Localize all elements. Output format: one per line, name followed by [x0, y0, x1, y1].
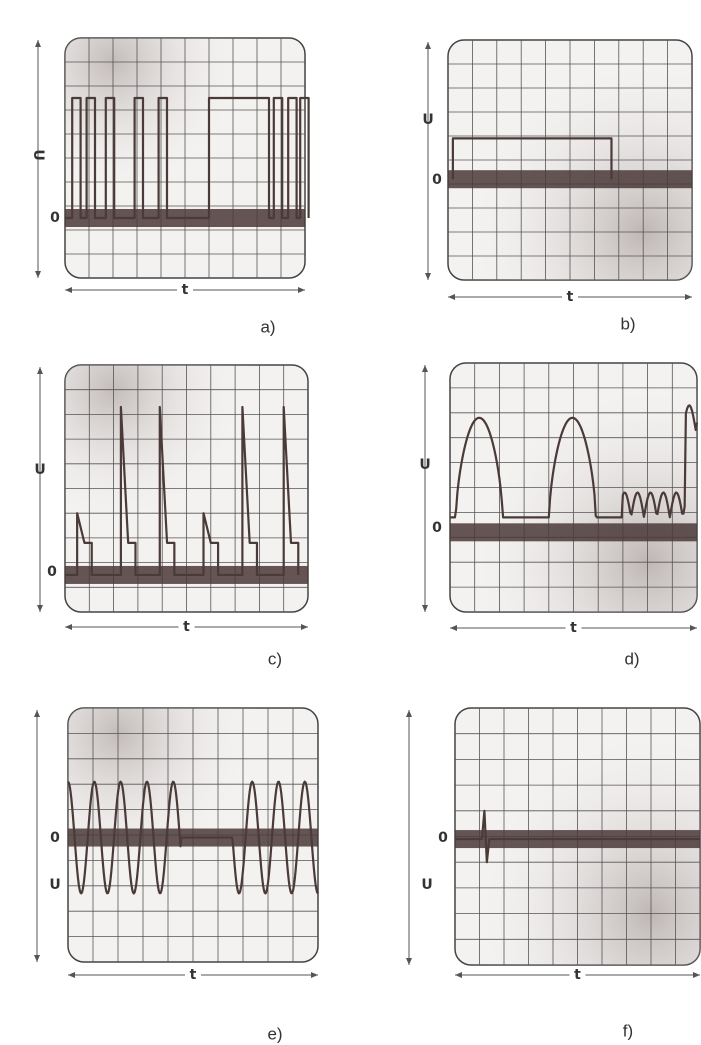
u-label: U: [419, 457, 430, 473]
t-gap: [177, 283, 193, 297]
zero-band: [448, 170, 692, 189]
zero-label: 0: [438, 830, 448, 846]
u-label: U: [30, 149, 46, 160]
waveform: [451, 137, 613, 180]
panel-label: a): [260, 317, 275, 336]
zero-label: 0: [432, 520, 442, 536]
t-label: t: [570, 620, 577, 636]
oscillogram: U 0 t c): [34, 364, 309, 668]
t-label: t: [567, 289, 574, 305]
t-gap: [178, 620, 195, 634]
panel-label: b): [620, 314, 635, 333]
t-gap: [565, 621, 582, 635]
zero-label: 0: [432, 172, 442, 188]
u-label: U: [34, 462, 45, 478]
panel-label: c): [268, 649, 282, 668]
oscillogram: U 0 t b): [422, 39, 693, 333]
panel-label: f): [623, 1021, 633, 1040]
waveform: [450, 404, 699, 519]
t-label: t: [182, 282, 189, 298]
zero-band: [450, 523, 697, 542]
t-label: t: [183, 619, 190, 635]
t-label: t: [574, 967, 581, 983]
t-label: t: [190, 967, 197, 983]
waveform: [65, 96, 310, 220]
oscillogram: U 0 t a): [30, 37, 310, 336]
waveform: [67, 780, 319, 895]
u-label: U: [49, 877, 60, 893]
waveform: [455, 809, 700, 864]
oscillogram: U 0 t f): [406, 707, 701, 1040]
oscillogram: U 0 t d): [419, 362, 699, 668]
u-label: U: [422, 112, 433, 128]
panel-label: d): [624, 649, 639, 668]
zero-label: 0: [50, 830, 60, 846]
zero-label: 0: [50, 210, 60, 226]
t-gap: [569, 968, 586, 982]
u-label: U: [421, 877, 432, 893]
waveform: [65, 405, 300, 577]
oscillogram: U 0 t e): [34, 707, 319, 1043]
zero-label: 0: [47, 564, 57, 580]
t-gap: [562, 290, 578, 304]
t-gap: [185, 968, 201, 982]
panel-label: e): [267, 1024, 282, 1043]
